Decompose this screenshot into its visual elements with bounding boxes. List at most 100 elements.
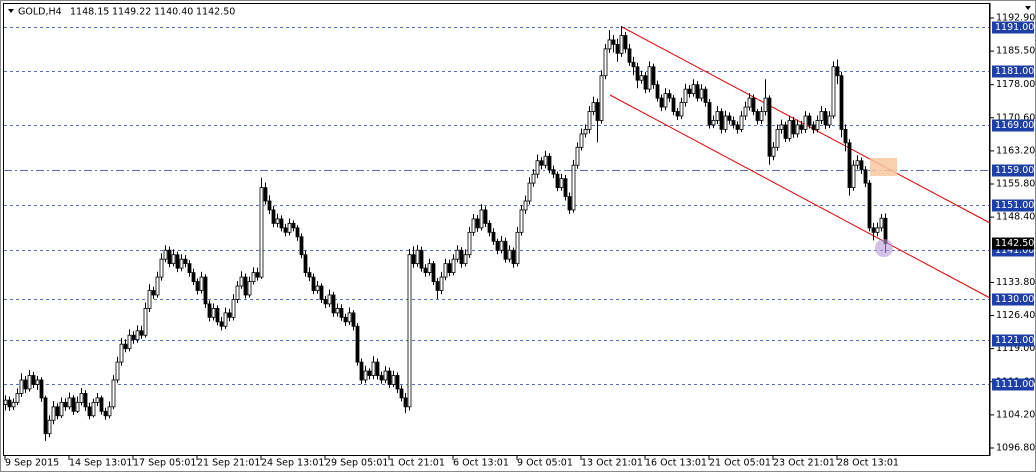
candle-body (423, 267, 428, 273)
candle-body (603, 48, 608, 77)
x-tick-label: 14 Sep 13:01 (69, 458, 132, 469)
candle-body (715, 111, 720, 121)
candle-body (527, 182, 532, 202)
candle-body (591, 102, 596, 112)
candle-body (823, 111, 828, 126)
candle-body (535, 160, 540, 175)
candle-body (515, 231, 520, 265)
candle-body (339, 307, 344, 318)
candle-body (467, 231, 472, 256)
last-high: 1149.22 (112, 7, 151, 18)
candle-body (179, 258, 184, 269)
candle-body (595, 102, 600, 121)
candle-body (491, 231, 496, 242)
candle-body (503, 240, 508, 260)
candle-body (111, 379, 116, 408)
candle-body (87, 406, 92, 417)
candle-body (499, 240, 504, 251)
candle-body (67, 397, 72, 408)
candle-body (631, 61, 636, 68)
y-tick-label: 1148.40 (996, 212, 1035, 223)
candle-body (199, 276, 204, 291)
candle-body (635, 66, 640, 81)
candle-body (195, 281, 200, 291)
candle-body (627, 48, 632, 63)
candle-body (131, 334, 136, 341)
candle-body (415, 249, 420, 265)
candle-body (15, 393, 20, 403)
level-label-box (992, 65, 1034, 78)
candle-body (711, 120, 716, 126)
candle-body (255, 272, 260, 278)
candle-body (19, 379, 24, 394)
candle-body (39, 379, 44, 399)
y-tick-label: 1119.00 (996, 343, 1035, 354)
candle-body (867, 182, 872, 229)
candle-body (795, 124, 800, 135)
candle-body (751, 97, 756, 112)
candle-body (783, 124, 788, 139)
candle-body (83, 393, 88, 408)
candle-body (399, 388, 404, 399)
candle-body (259, 187, 264, 278)
level-label-box (992, 21, 1034, 34)
candle-body (667, 93, 672, 99)
candle-body (779, 124, 784, 130)
candle-body (787, 120, 792, 139)
candle-body (291, 222, 296, 229)
candle-body (759, 111, 764, 121)
scroll-arrow[interactable] (1025, 6, 1031, 10)
candle-body (607, 39, 612, 50)
y-tick-label: 1178.00 (996, 79, 1035, 90)
candle-body (831, 66, 836, 117)
level-label: 1130.00 (995, 294, 1034, 305)
candle-body (639, 75, 644, 81)
candle-body (847, 142, 852, 188)
menu-arrow[interactable] (8, 9, 14, 13)
candle-body (739, 115, 744, 130)
highlight-circle (875, 239, 893, 257)
level-label: 1151.00 (995, 200, 1034, 211)
candle-body (3, 399, 8, 405)
candle-body (827, 115, 832, 126)
level-label: 1181.00 (995, 66, 1034, 77)
candle-body (71, 397, 76, 412)
x-tick-label: 23 Oct 21:01 (773, 458, 835, 469)
x-tick-label: 6 Oct 13:01 (453, 458, 509, 469)
candle-body (623, 35, 628, 50)
candle-body (211, 307, 216, 318)
y-tick-label: 1155.80 (996, 179, 1035, 190)
last-open: 1148.15 (70, 7, 109, 18)
candle-body (815, 120, 820, 130)
candle-body (843, 129, 848, 144)
candle-body (143, 307, 148, 336)
level-label-box (992, 119, 1034, 132)
candle-body (115, 361, 120, 381)
candle-body (395, 375, 400, 390)
candle-body (279, 218, 284, 229)
candle-body (375, 361, 380, 376)
candle-body (675, 111, 680, 117)
level-label: 1121.00 (995, 335, 1034, 346)
candle-body (771, 146, 776, 157)
x-tick-label: 21 Oct 05:01 (709, 458, 771, 469)
candle-body (267, 200, 272, 211)
candle-body (207, 303, 212, 318)
candle-body (555, 173, 560, 188)
x-tick-label: 1 Oct 21:01 (389, 458, 445, 469)
y-tick-label: 1163.20 (996, 145, 1035, 156)
candle-body (307, 272, 312, 278)
candle-body (683, 88, 688, 103)
candle-body (363, 370, 368, 381)
candle-body (347, 312, 352, 323)
candle-body (215, 307, 220, 323)
x-tick-label: 16 Oct 13:01 (645, 458, 707, 469)
candle-body (191, 272, 196, 282)
y-tick-label: 1170.60 (996, 112, 1035, 123)
channel-lower (609, 94, 991, 299)
candle-body (699, 88, 704, 99)
candle-body (471, 218, 476, 233)
candle-body (531, 173, 536, 184)
candle-body (263, 187, 268, 202)
